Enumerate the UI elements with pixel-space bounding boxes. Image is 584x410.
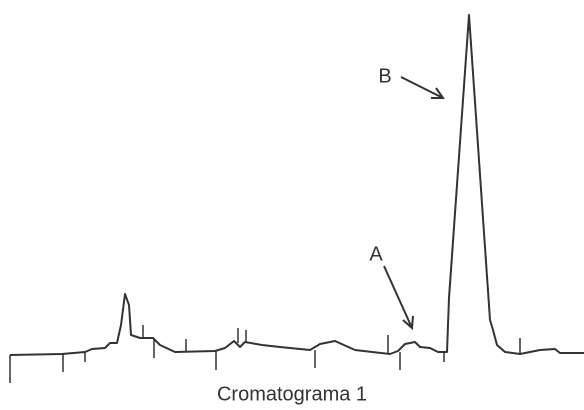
- label-a: A: [369, 243, 383, 265]
- arrow-b: [400, 76, 445, 99]
- caption: Cromatograma 1: [217, 383, 367, 405]
- tick-marks: [9, 325, 521, 383]
- arrow-line: [383, 265, 413, 329]
- arrow-head: [402, 315, 414, 331]
- label-b: B: [378, 65, 391, 87]
- arrow-line: [400, 76, 444, 99]
- arrow-head: [431, 87, 445, 99]
- arrow-a: [383, 265, 414, 331]
- chromatogram-trace: [9, 14, 584, 356]
